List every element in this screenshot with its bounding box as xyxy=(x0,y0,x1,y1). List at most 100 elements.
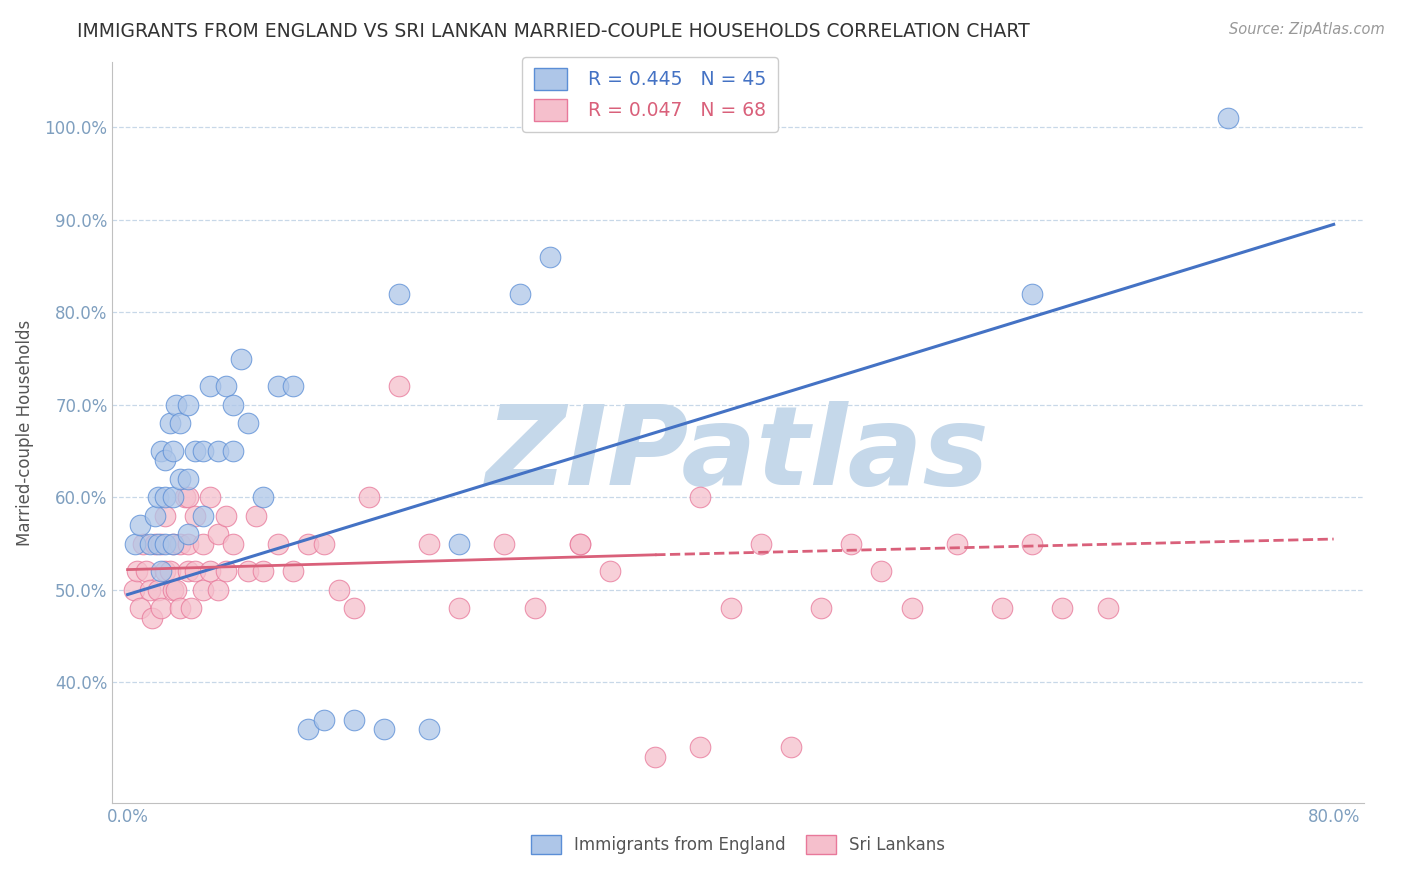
Text: ZIPatlas: ZIPatlas xyxy=(486,401,990,508)
Point xyxy=(149,536,172,550)
Point xyxy=(214,379,236,393)
Y-axis label: Married-couple Households: Married-couple Households xyxy=(15,319,34,546)
Point xyxy=(191,508,214,523)
Point xyxy=(155,508,177,523)
Point xyxy=(297,536,319,550)
Point xyxy=(180,601,202,615)
Point xyxy=(689,740,711,755)
Point xyxy=(749,536,772,550)
Point xyxy=(1021,536,1043,550)
Point xyxy=(139,536,162,550)
Point xyxy=(131,536,153,550)
Point xyxy=(177,491,200,505)
Point xyxy=(222,536,245,550)
Point xyxy=(207,527,229,541)
Text: Source: ZipAtlas.com: Source: ZipAtlas.com xyxy=(1229,22,1385,37)
Legend: Immigrants from England, Sri Lankans: Immigrants from England, Sri Lankans xyxy=(524,829,952,861)
Point xyxy=(494,536,516,550)
Point xyxy=(177,398,200,412)
Point xyxy=(373,722,395,736)
Point xyxy=(165,398,187,412)
Point xyxy=(644,749,666,764)
Point xyxy=(568,536,591,550)
Point xyxy=(139,582,162,597)
Point xyxy=(1021,286,1043,301)
Point xyxy=(169,472,191,486)
Point xyxy=(388,286,411,301)
Point xyxy=(418,536,440,550)
Point xyxy=(169,536,191,550)
Point xyxy=(200,379,222,393)
Point xyxy=(184,508,207,523)
Point xyxy=(128,601,150,615)
Point xyxy=(449,601,471,615)
Point xyxy=(125,565,148,579)
Point xyxy=(509,286,531,301)
Point xyxy=(283,565,305,579)
Point xyxy=(568,536,591,550)
Point xyxy=(169,417,191,431)
Point xyxy=(149,565,172,579)
Point xyxy=(159,417,181,431)
Point xyxy=(162,491,184,505)
Point xyxy=(1052,601,1074,615)
Point xyxy=(159,565,181,579)
Point xyxy=(780,740,803,755)
Point xyxy=(155,453,177,467)
Point xyxy=(297,722,319,736)
Point xyxy=(149,444,172,458)
Point xyxy=(523,601,546,615)
Point xyxy=(1216,111,1239,125)
Point xyxy=(146,536,169,550)
Point xyxy=(162,536,184,550)
Point xyxy=(128,518,150,533)
Point xyxy=(124,536,146,550)
Point xyxy=(214,565,236,579)
Point xyxy=(169,601,191,615)
Point xyxy=(538,250,561,264)
Point xyxy=(141,611,163,625)
Point xyxy=(191,536,214,550)
Point xyxy=(222,444,245,458)
Point xyxy=(177,472,200,486)
Point xyxy=(328,582,350,597)
Point xyxy=(177,565,200,579)
Point xyxy=(173,491,195,505)
Text: IMMIGRANTS FROM ENGLAND VS SRI LANKAN MARRIED-COUPLE HOUSEHOLDS CORRELATION CHAR: IMMIGRANTS FROM ENGLAND VS SRI LANKAN MA… xyxy=(77,22,1031,41)
Point xyxy=(155,536,177,550)
Point xyxy=(146,582,169,597)
Point xyxy=(162,444,184,458)
Point xyxy=(945,536,967,550)
Point xyxy=(200,491,222,505)
Point xyxy=(1097,601,1119,615)
Point xyxy=(165,582,187,597)
Point xyxy=(207,444,229,458)
Point xyxy=(222,398,245,412)
Point xyxy=(267,379,290,393)
Point xyxy=(177,536,200,550)
Point xyxy=(418,722,440,736)
Point xyxy=(143,536,166,550)
Point xyxy=(162,582,184,597)
Point xyxy=(184,565,207,579)
Point xyxy=(720,601,742,615)
Point xyxy=(312,713,335,727)
Point xyxy=(283,379,305,393)
Point xyxy=(143,508,166,523)
Point xyxy=(357,491,380,505)
Point xyxy=(184,444,207,458)
Point xyxy=(343,713,366,727)
Point xyxy=(135,565,157,579)
Point xyxy=(312,536,335,550)
Point xyxy=(149,601,172,615)
Point xyxy=(245,508,267,523)
Point xyxy=(155,565,177,579)
Point xyxy=(238,565,260,579)
Point xyxy=(991,601,1014,615)
Point xyxy=(162,536,184,550)
Point xyxy=(122,582,145,597)
Point xyxy=(810,601,832,615)
Point xyxy=(388,379,411,393)
Point xyxy=(200,565,222,579)
Point xyxy=(449,536,471,550)
